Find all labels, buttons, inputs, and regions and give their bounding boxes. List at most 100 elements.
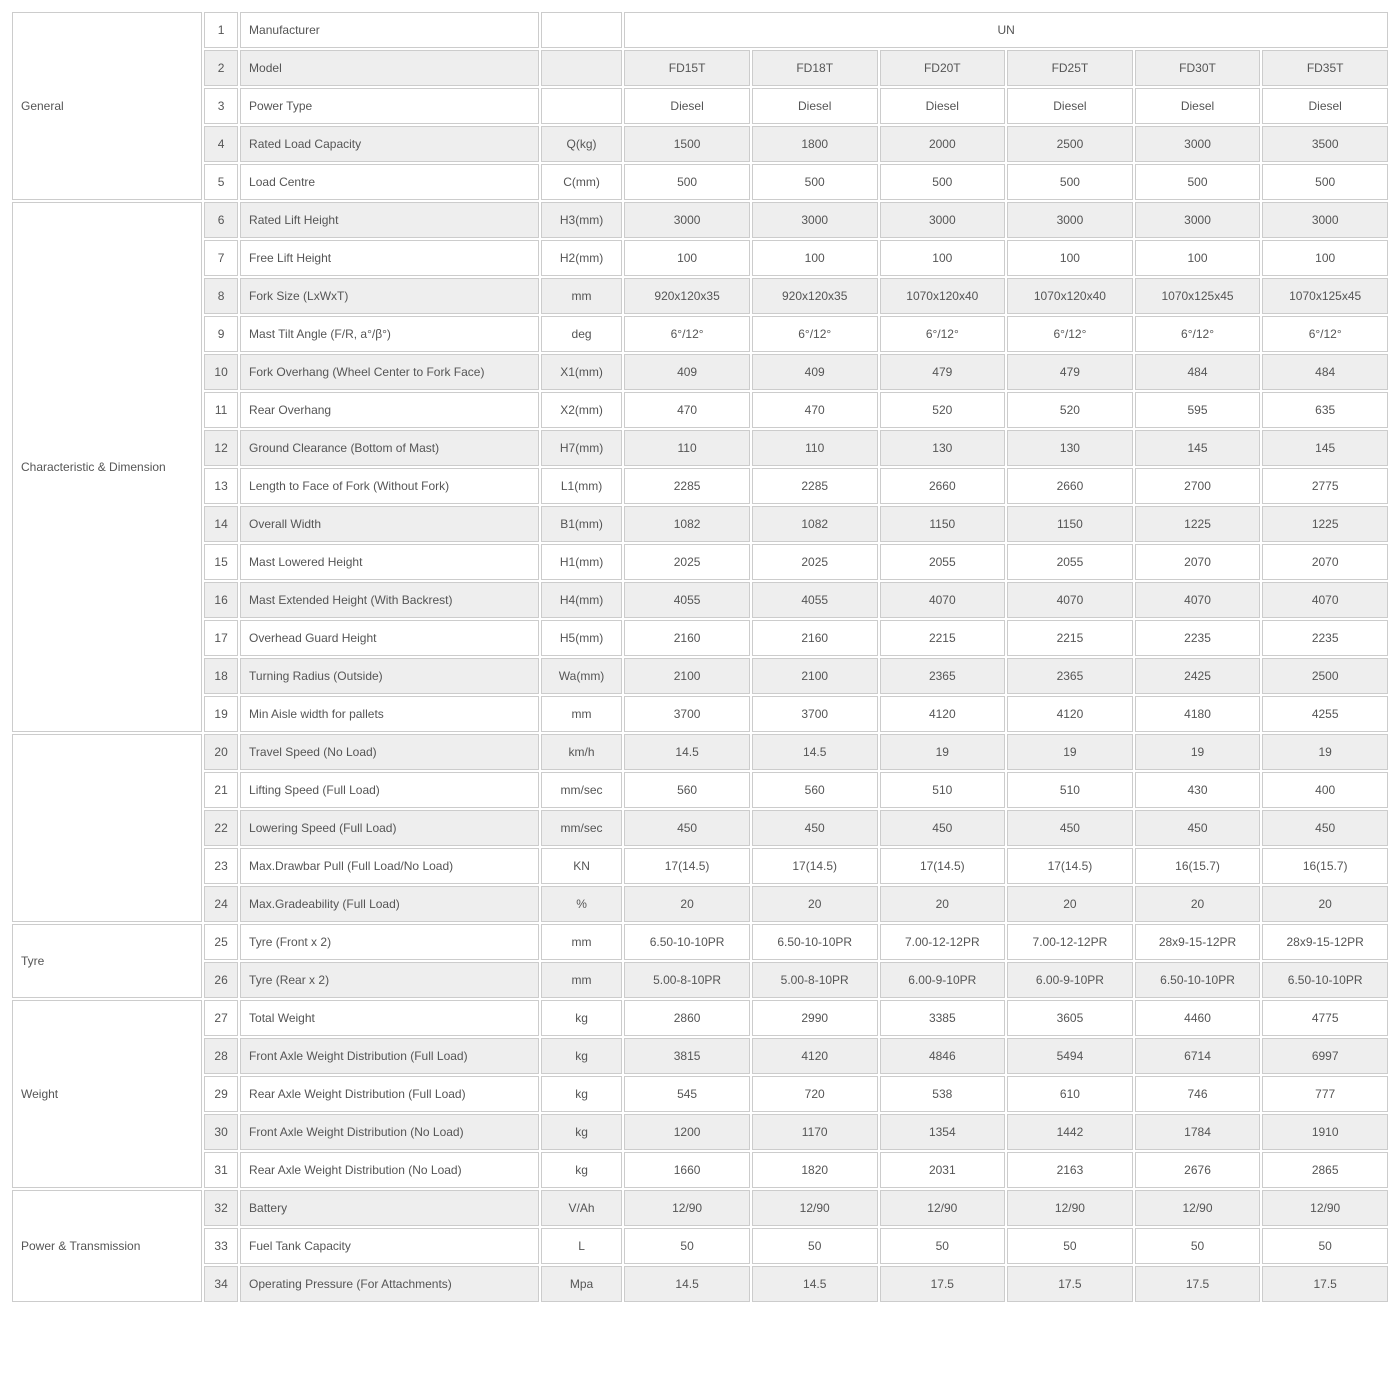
value-cell: 6°/12° bbox=[880, 316, 1006, 352]
value-cell: 6.00-9-10PR bbox=[880, 962, 1006, 998]
row-number: 24 bbox=[204, 886, 238, 922]
value-cell: 17.5 bbox=[1262, 1266, 1388, 1302]
value-cell: 510 bbox=[1007, 772, 1133, 808]
table-row: 26Tyre (Rear x 2)mm5.00-8-10PR5.00-8-10P… bbox=[12, 962, 1388, 998]
table-row: 29Rear Axle Weight Distribution (Full Lo… bbox=[12, 1076, 1388, 1112]
category-cell: Power & Transmission bbox=[12, 1190, 202, 1302]
row-number: 33 bbox=[204, 1228, 238, 1264]
row-unit: H4(mm) bbox=[541, 582, 622, 618]
row-param: Overall Width bbox=[240, 506, 539, 542]
row-param: Rear Axle Weight Distribution (No Load) bbox=[240, 1152, 539, 1188]
value-cell: 6.50-10-10PR bbox=[1262, 962, 1388, 998]
value-cell: 5494 bbox=[1007, 1038, 1133, 1074]
row-param: Power Type bbox=[240, 88, 539, 124]
value-cell: 2070 bbox=[1262, 544, 1388, 580]
row-number: 18 bbox=[204, 658, 238, 694]
value-cell: 2365 bbox=[880, 658, 1006, 694]
value-cell: 500 bbox=[880, 164, 1006, 200]
value-cell: 2055 bbox=[880, 544, 1006, 580]
table-row: 8Fork Size (LxWxT)mm920x120x35920x120x35… bbox=[12, 278, 1388, 314]
value-cell: 2163 bbox=[1007, 1152, 1133, 1188]
value-cell: 12/90 bbox=[1007, 1190, 1133, 1226]
row-param: Min Aisle width for pallets bbox=[240, 696, 539, 732]
row-unit: mm/sec bbox=[541, 810, 622, 846]
row-unit bbox=[541, 12, 622, 48]
row-unit bbox=[541, 88, 622, 124]
value-cell: 560 bbox=[624, 772, 750, 808]
value-cell: 479 bbox=[880, 354, 1006, 390]
value-cell: 1225 bbox=[1262, 506, 1388, 542]
value-cell: 2215 bbox=[880, 620, 1006, 656]
row-number: 25 bbox=[204, 924, 238, 960]
table-row: Tyre25Tyre (Front x 2)mm6.50-10-10PR6.50… bbox=[12, 924, 1388, 960]
row-unit: mm/sec bbox=[541, 772, 622, 808]
value-cell: 2775 bbox=[1262, 468, 1388, 504]
value-cell: 409 bbox=[752, 354, 878, 390]
value-cell: 20 bbox=[880, 886, 1006, 922]
row-unit: H1(mm) bbox=[541, 544, 622, 580]
value-cell: 1082 bbox=[624, 506, 750, 542]
value-cell: 1442 bbox=[1007, 1114, 1133, 1150]
row-param: Length to Face of Fork (Without Fork) bbox=[240, 468, 539, 504]
table-row: 19Min Aisle width for palletsmm370037004… bbox=[12, 696, 1388, 732]
value-cell: 4460 bbox=[1135, 1000, 1261, 1036]
value-cell: 3000 bbox=[880, 202, 1006, 238]
value-cell: 2676 bbox=[1135, 1152, 1261, 1188]
value-cell: 500 bbox=[624, 164, 750, 200]
table-row: 18Turning Radius (Outside)Wa(mm)21002100… bbox=[12, 658, 1388, 694]
value-cell: 400 bbox=[1262, 772, 1388, 808]
value-cell: 6°/12° bbox=[624, 316, 750, 352]
value-cell: 1070x120x40 bbox=[880, 278, 1006, 314]
value-cell: 5.00-8-10PR bbox=[752, 962, 878, 998]
table-row: 22Lowering Speed (Full Load)mm/sec450450… bbox=[12, 810, 1388, 846]
row-unit: V/Ah bbox=[541, 1190, 622, 1226]
row-unit: mm bbox=[541, 962, 622, 998]
row-param: Tyre (Front x 2) bbox=[240, 924, 539, 960]
value-cell: 450 bbox=[624, 810, 750, 846]
value-cell: 130 bbox=[880, 430, 1006, 466]
value-cell: 538 bbox=[880, 1076, 1006, 1112]
value-cell: 3000 bbox=[1262, 202, 1388, 238]
table-row: 14Overall WidthB1(mm)1082108211501150122… bbox=[12, 506, 1388, 542]
value-cell: 20 bbox=[624, 886, 750, 922]
value-cell: 470 bbox=[752, 392, 878, 428]
value-cell: 1150 bbox=[1007, 506, 1133, 542]
row-param: Travel Speed (No Load) bbox=[240, 734, 539, 770]
table-row: 15Mast Lowered HeightH1(mm)2025202520552… bbox=[12, 544, 1388, 580]
value-cell: 4070 bbox=[880, 582, 1006, 618]
spec-table: General1ManufacturerUN2ModelFD15TFD18TFD… bbox=[10, 10, 1390, 1304]
row-unit: H2(mm) bbox=[541, 240, 622, 276]
row-param: Overhead Guard Height bbox=[240, 620, 539, 656]
row-number: 34 bbox=[204, 1266, 238, 1302]
row-number: 16 bbox=[204, 582, 238, 618]
value-cell: 12/90 bbox=[624, 1190, 750, 1226]
row-unit: C(mm) bbox=[541, 164, 622, 200]
value-cell: 560 bbox=[752, 772, 878, 808]
value-cell: 450 bbox=[1007, 810, 1133, 846]
row-number: 9 bbox=[204, 316, 238, 352]
value-cell: 12/90 bbox=[1262, 1190, 1388, 1226]
row-unit bbox=[541, 50, 622, 86]
value-cell: 50 bbox=[880, 1228, 1006, 1264]
value-cell: 50 bbox=[752, 1228, 878, 1264]
value-cell: 2700 bbox=[1135, 468, 1261, 504]
row-param: Mast Lowered Height bbox=[240, 544, 539, 580]
value-cell: 1070x125x45 bbox=[1135, 278, 1261, 314]
value-cell: 2660 bbox=[1007, 468, 1133, 504]
row-number: 8 bbox=[204, 278, 238, 314]
value-cell: 2660 bbox=[880, 468, 1006, 504]
row-number: 7 bbox=[204, 240, 238, 276]
value-cell: 12/90 bbox=[880, 1190, 1006, 1226]
row-param: Total Weight bbox=[240, 1000, 539, 1036]
row-unit: Q(kg) bbox=[541, 126, 622, 162]
value-cell: 4846 bbox=[880, 1038, 1006, 1074]
value-cell: 2285 bbox=[752, 468, 878, 504]
row-param: Tyre (Rear x 2) bbox=[240, 962, 539, 998]
row-param: Max.Drawbar Pull (Full Load/No Load) bbox=[240, 848, 539, 884]
value-cell: FD20T bbox=[880, 50, 1006, 86]
value-cell: 4055 bbox=[624, 582, 750, 618]
value-cell: 4255 bbox=[1262, 696, 1388, 732]
value-cell: 2285 bbox=[624, 468, 750, 504]
row-unit: H7(mm) bbox=[541, 430, 622, 466]
value-cell: 110 bbox=[752, 430, 878, 466]
